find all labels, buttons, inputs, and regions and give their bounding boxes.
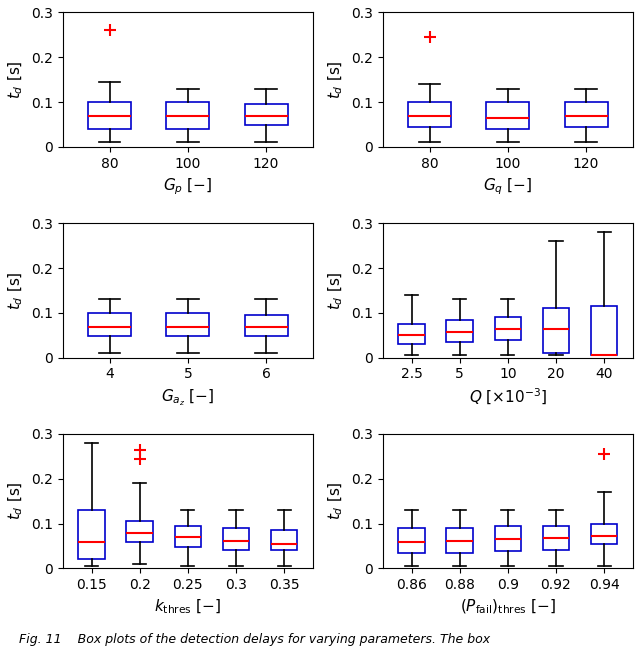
X-axis label: $G_{a_z}\ [-]$: $G_{a_z}\ [-]$	[161, 387, 214, 408]
X-axis label: $k_{\mathrm{thres}}\ [-]$: $k_{\mathrm{thres}}\ [-]$	[154, 598, 221, 616]
PathPatch shape	[88, 102, 131, 129]
PathPatch shape	[486, 102, 529, 129]
PathPatch shape	[447, 319, 473, 342]
PathPatch shape	[543, 308, 569, 353]
PathPatch shape	[447, 528, 473, 553]
Y-axis label: $t_d$ [s]: $t_d$ [s]	[7, 271, 26, 310]
PathPatch shape	[78, 510, 105, 559]
PathPatch shape	[88, 313, 131, 336]
PathPatch shape	[398, 528, 425, 553]
Y-axis label: $t_d$ [s]: $t_d$ [s]	[7, 482, 26, 520]
PathPatch shape	[591, 306, 618, 356]
PathPatch shape	[244, 315, 287, 336]
Y-axis label: $t_d$ [s]: $t_d$ [s]	[327, 482, 346, 520]
PathPatch shape	[166, 102, 209, 129]
PathPatch shape	[223, 528, 249, 550]
PathPatch shape	[408, 102, 451, 127]
PathPatch shape	[591, 524, 618, 544]
X-axis label: $(P_{\mathrm{fail}})_{\mathrm{thres}}\ [-]$: $(P_{\mathrm{fail}})_{\mathrm{thres}}\ […	[460, 598, 556, 616]
PathPatch shape	[127, 521, 153, 541]
X-axis label: $G_q\ [-]$: $G_q\ [-]$	[483, 177, 532, 197]
PathPatch shape	[166, 313, 209, 336]
Y-axis label: $t_d$ [s]: $t_d$ [s]	[7, 60, 26, 99]
Y-axis label: $t_d$ [s]: $t_d$ [s]	[327, 271, 346, 310]
PathPatch shape	[398, 324, 425, 344]
PathPatch shape	[244, 104, 287, 125]
PathPatch shape	[271, 530, 298, 550]
PathPatch shape	[495, 526, 521, 552]
Y-axis label: $t_d$ [s]: $t_d$ [s]	[327, 60, 346, 99]
Text: Fig. 11    Box plots of the detection delays for varying parameters. The box: Fig. 11 Box plots of the detection delay…	[19, 633, 490, 646]
PathPatch shape	[495, 317, 521, 340]
X-axis label: $Q\ [\times10^{-3}]$: $Q\ [\times10^{-3}]$	[468, 387, 547, 407]
PathPatch shape	[543, 526, 569, 550]
X-axis label: $G_p\ [-]$: $G_p\ [-]$	[163, 177, 212, 197]
PathPatch shape	[175, 526, 201, 547]
PathPatch shape	[564, 102, 607, 127]
